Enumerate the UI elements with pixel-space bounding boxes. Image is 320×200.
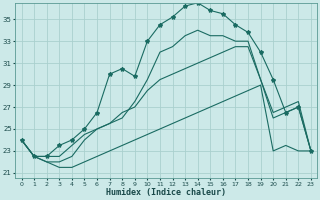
X-axis label: Humidex (Indice chaleur): Humidex (Indice chaleur): [106, 188, 226, 197]
